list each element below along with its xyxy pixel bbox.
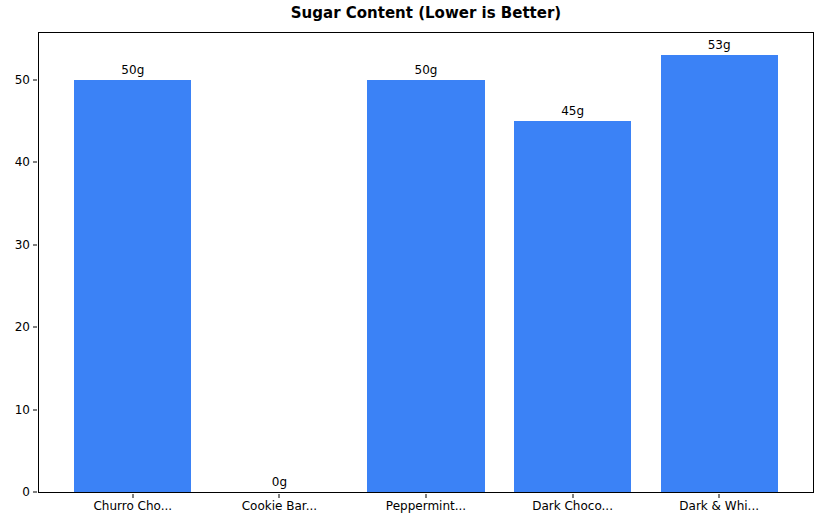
figure: Sugar Content (Lower is Better) 50gChurr…	[0, 0, 822, 528]
x-tick-label: Churro Cho...	[93, 499, 172, 513]
y-tick-mark	[33, 327, 37, 328]
x-tick-mark	[426, 494, 427, 498]
y-tick-label: 50	[15, 73, 30, 87]
bar-value-label: 53g	[708, 38, 731, 52]
bar-value-label: 45g	[561, 104, 584, 118]
bar	[367, 80, 484, 492]
bar-value-label: 50g	[121, 63, 144, 77]
x-tick-label: Cookie Bar...	[242, 499, 317, 513]
y-tick-label: 0	[22, 485, 30, 499]
bar	[514, 121, 631, 492]
x-tick-label: Dark Choco...	[532, 499, 613, 513]
x-tick-mark	[572, 494, 573, 498]
bar-value-label: 0g	[272, 475, 287, 489]
y-tick-mark	[33, 492, 37, 493]
chart-title: Sugar Content (Lower is Better)	[38, 4, 814, 22]
y-tick-label: 20	[15, 320, 30, 334]
y-tick-mark	[33, 79, 37, 80]
y-tick-mark	[33, 162, 37, 163]
plot-area: 50gChurro Cho...0gCookie Bar...50gPepper…	[38, 32, 814, 493]
x-tick-mark	[719, 494, 720, 498]
y-tick-mark	[33, 409, 37, 410]
y-tick-mark	[33, 244, 37, 245]
x-tick-label: Peppermint...	[386, 499, 466, 513]
x-tick-mark	[132, 494, 133, 498]
y-tick-label: 10	[15, 403, 30, 417]
x-tick-label: Dark & Whi...	[679, 499, 759, 513]
y-tick-label: 30	[15, 238, 30, 252]
bar	[74, 80, 191, 492]
y-tick-label: 40	[15, 155, 30, 169]
bar	[661, 55, 778, 492]
bar-value-label: 50g	[415, 63, 438, 77]
x-tick-mark	[279, 494, 280, 498]
